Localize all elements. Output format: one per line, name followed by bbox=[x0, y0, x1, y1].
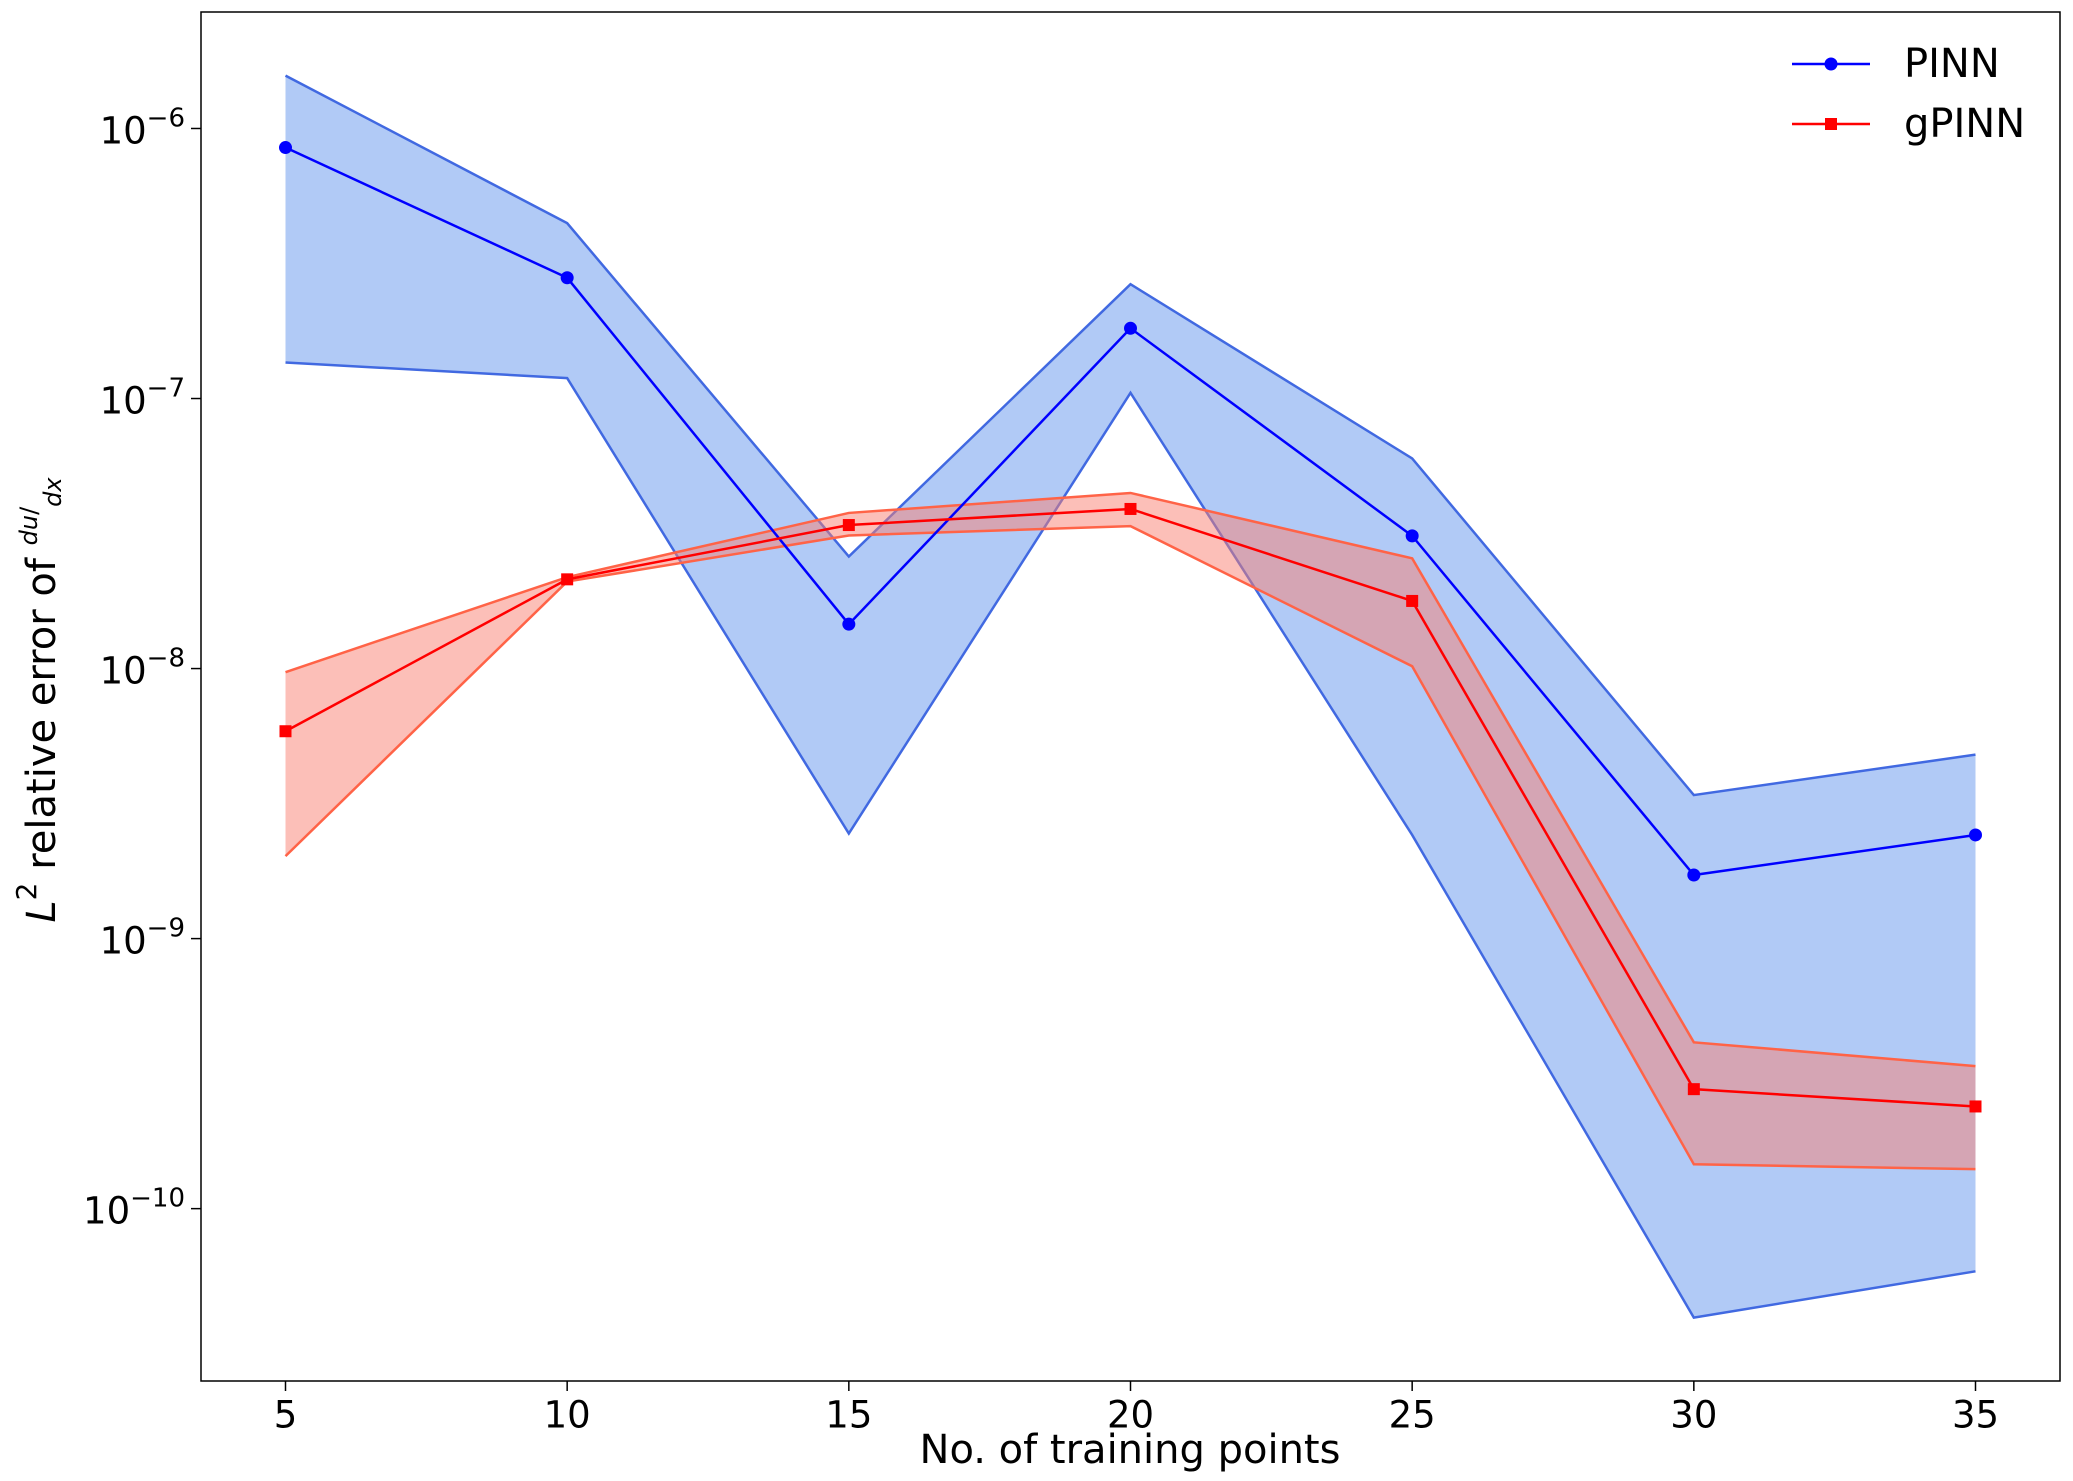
x-tick-label: 5 bbox=[274, 1394, 298, 1437]
marker bbox=[1124, 502, 1137, 515]
marker bbox=[842, 519, 855, 532]
y-tick-label: 10−8 bbox=[100, 643, 185, 692]
x-tick-label: 30 bbox=[1670, 1394, 1717, 1437]
marker bbox=[1406, 594, 1419, 607]
x-tick-label: 10 bbox=[544, 1394, 591, 1437]
error-band bbox=[285, 75, 1976, 1318]
marker bbox=[279, 725, 292, 738]
x-axis-label: No. of training points bbox=[920, 1427, 1341, 1473]
marker bbox=[1969, 828, 1982, 842]
band-upper-edge bbox=[284, 74, 1976, 797]
marker bbox=[1687, 1083, 1700, 1096]
legend-marker bbox=[1825, 118, 1837, 130]
y-tick-label: 10−10 bbox=[83, 1183, 185, 1232]
error-band bbox=[285, 492, 1976, 1170]
marker bbox=[842, 617, 856, 631]
x-tick-label: 15 bbox=[825, 1394, 872, 1437]
marker bbox=[561, 573, 574, 586]
marker bbox=[1405, 529, 1419, 543]
legend-marker bbox=[1824, 57, 1838, 71]
y-tick-label: 10−7 bbox=[100, 373, 185, 422]
y-tick-label: 10−9 bbox=[100, 913, 185, 962]
legend-label: gPINN bbox=[1904, 101, 2025, 147]
y-tick-label: 10−6 bbox=[100, 103, 185, 152]
band-lower-edge bbox=[285, 361, 1976, 1319]
legend-label: PINN bbox=[1904, 41, 2000, 87]
marker bbox=[1969, 1100, 1982, 1113]
x-tick-label: 25 bbox=[1389, 1394, 1436, 1437]
plot-frame bbox=[200, 11, 2061, 1382]
x-tick-label: 20 bbox=[1107, 1394, 1154, 1437]
y-axis-label: L2 relative error of du/dx bbox=[10, 477, 67, 923]
marker bbox=[279, 141, 292, 155]
marker bbox=[1687, 868, 1701, 882]
marker bbox=[560, 271, 574, 285]
x-tick-label: 35 bbox=[1952, 1394, 1999, 1437]
marker bbox=[1124, 321, 1137, 335]
